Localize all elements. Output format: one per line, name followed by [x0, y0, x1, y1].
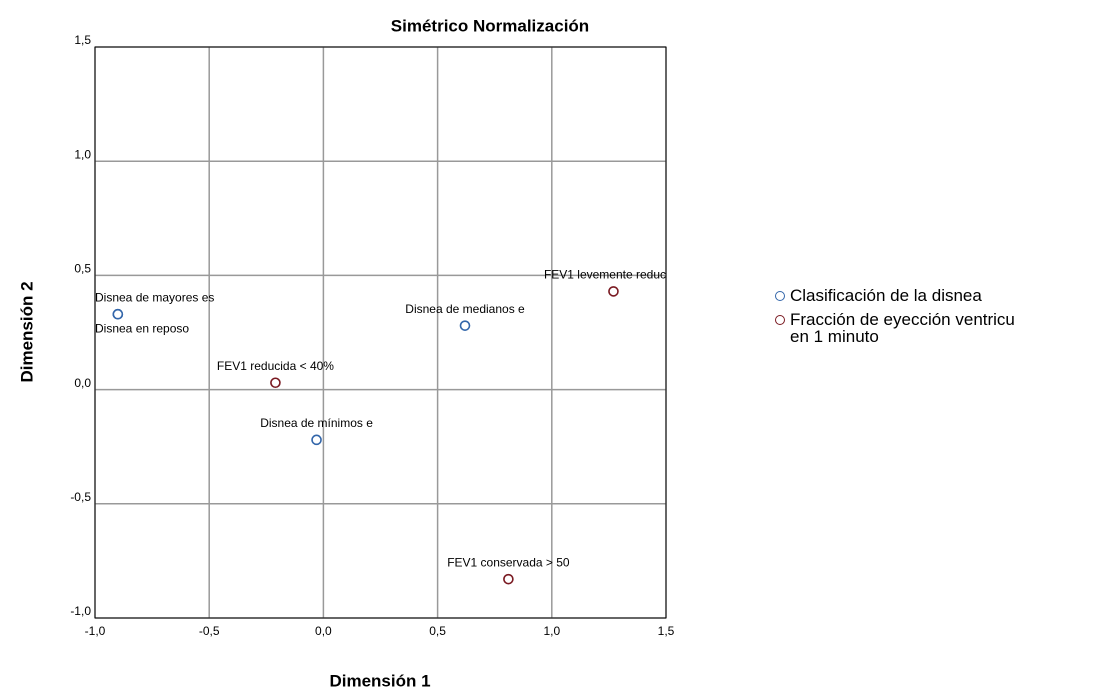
y-tick-label: -1,0 — [70, 604, 91, 618]
x-tick-label: 1,5 — [658, 624, 675, 638]
point — [459, 320, 471, 331]
y-tick-label: 1,0 — [74, 147, 91, 161]
y-axis-label: Dimensión 2 — [17, 281, 36, 382]
point — [112, 308, 124, 320]
point-label: FEV1 conservada > 50 — [447, 555, 570, 569]
x-tick-label: 0,0 — [315, 624, 332, 638]
point-label: FEV1 reducida < 40% — [217, 359, 334, 373]
point-label: Disnea de medianos e — [405, 302, 525, 316]
point — [503, 573, 514, 585]
legend-item: Fracción de eyección ventricu en 1 minut… — [775, 311, 1015, 345]
legend-label: Fracción de eyección ventricu en 1 minut… — [790, 310, 1015, 346]
point — [311, 434, 322, 446]
x-tick-label: 1,0 — [543, 624, 560, 638]
legend-marker — [775, 315, 785, 325]
legend-label: Clasificación de la disnea — [790, 286, 982, 305]
point — [270, 377, 281, 389]
point-label: Disnea en reposo — [95, 321, 189, 335]
y-tick-label: 0,0 — [74, 376, 91, 390]
plot-border — [94, 46, 667, 619]
point-label: Disnea de mínimos e — [260, 416, 373, 430]
point — [608, 286, 619, 297]
x-tick-label: 0,5 — [429, 624, 446, 638]
legend-marker — [775, 291, 785, 301]
x-axis-label: Dimensión 1 — [329, 671, 430, 690]
chart-title: Simétrico Normalización — [391, 16, 589, 35]
legend-item: Clasificación de la disnea — [775, 287, 982, 304]
y-tick-label: -0,5 — [70, 490, 91, 504]
x-tick-label: -0,5 — [199, 624, 220, 638]
y-tick-label: 1,5 — [74, 33, 91, 47]
point-label: FEV1 levemente reduc — [544, 268, 666, 282]
point-label: Disnea de mayores es — [95, 290, 214, 304]
y-tick-label: 0,5 — [74, 262, 91, 276]
x-tick-label: -1,0 — [85, 624, 106, 638]
